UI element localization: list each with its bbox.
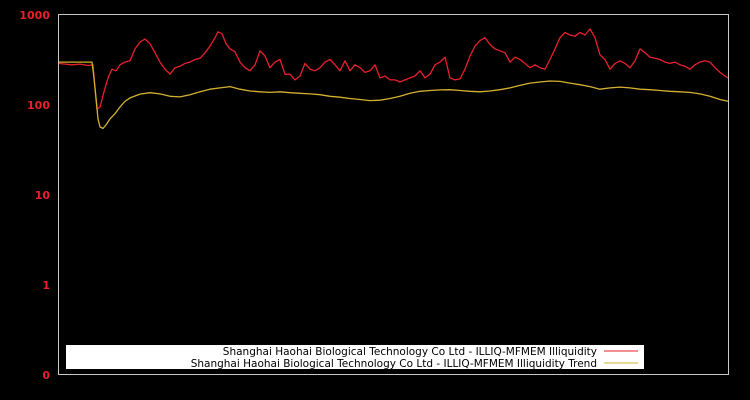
plot-frame [58, 14, 729, 375]
plot-lines [57, 28, 729, 130]
illiquidity-line [57, 28, 729, 110]
y-tick-label: 1000 [19, 9, 50, 22]
illiquidity-trend-line [58, 61, 729, 130]
y-tick-label: 1 [42, 279, 50, 292]
legend-label-trend: Shanghai Haohai Biological Technology Co… [191, 358, 597, 370]
y-axis: 1000 100 10 1 0 [19, 9, 50, 382]
y-tick-label: 10 [35, 189, 51, 202]
legend-box [66, 345, 644, 369]
legend-label-illiquidity: Shanghai Haohai Biological Technology Co… [223, 346, 597, 358]
legend: Shanghai Haohai Biological Technology Co… [66, 345, 644, 370]
y-tick-label: 100 [27, 99, 50, 112]
y-tick-label: 0 [42, 369, 50, 382]
